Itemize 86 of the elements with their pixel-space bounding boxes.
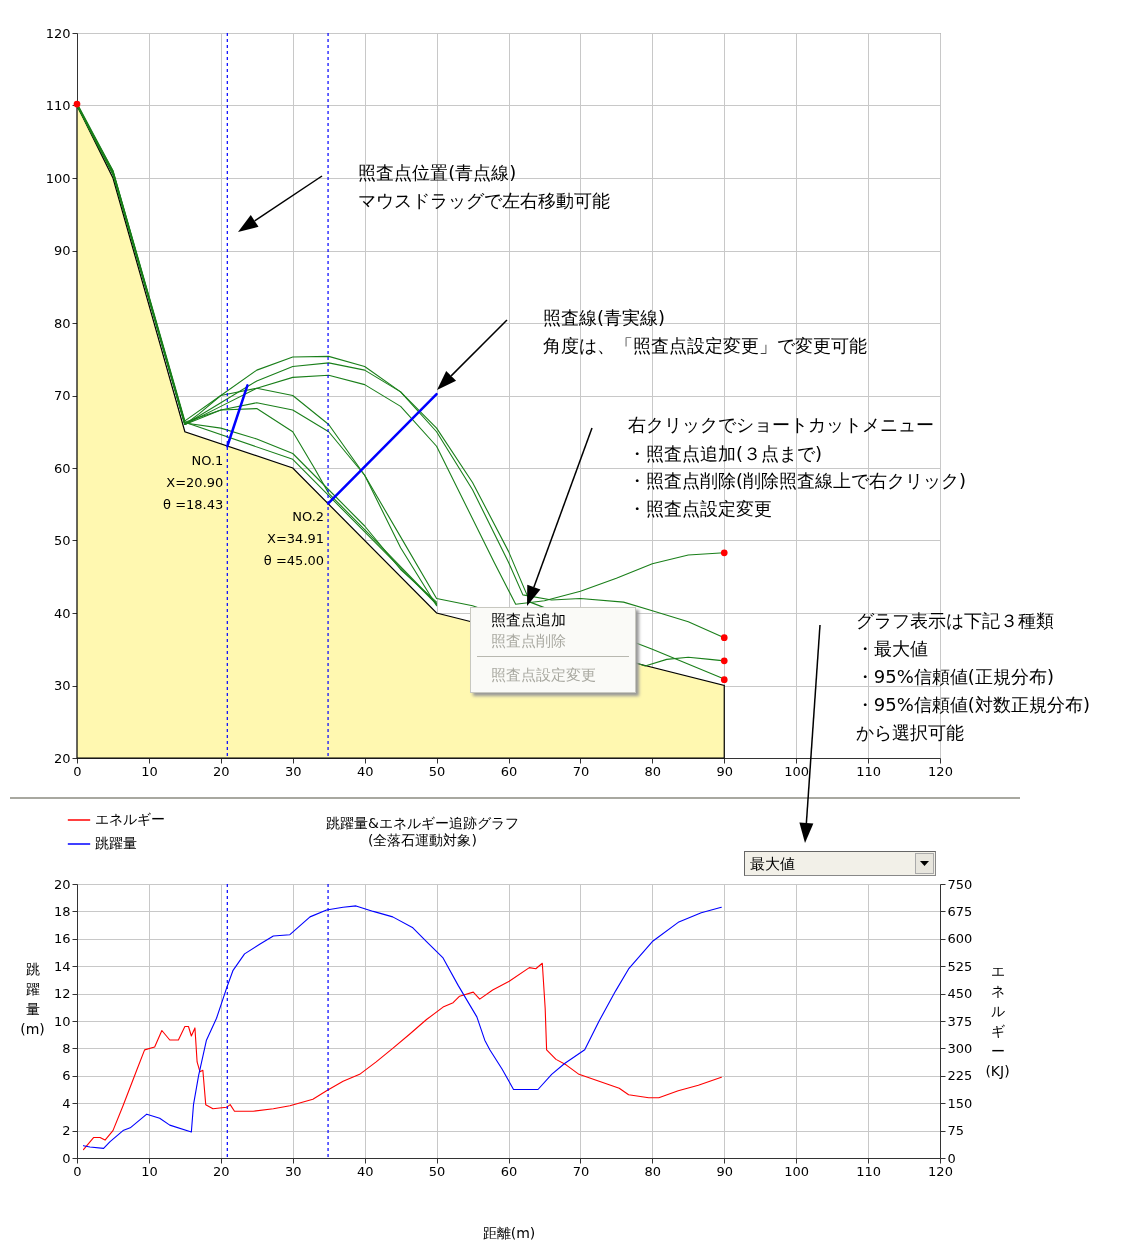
y-axis-title: 跳躍量(m) (20, 960, 45, 1037)
annotation: グラフ表示は下記３種類 (855, 610, 1054, 631)
y2-tick-label: 75 (947, 1123, 965, 1139)
annotation: ・照査点削除(削除照査線上で右クリック) (627, 470, 966, 492)
y2-tick-label: 450 (947, 986, 973, 1002)
y-tick-label: 20 (53, 750, 71, 766)
annotation: NO.2 X=34.91 θ =45.00 (263, 508, 325, 568)
y-tick-label: 110 (45, 98, 71, 113)
y2-tick-label: 525 (947, 958, 973, 974)
legend-label: エネルギー (95, 811, 165, 827)
x-tick-label: 10 (141, 763, 158, 779)
y-tick-label: 14 (53, 958, 71, 974)
legend-label: 跳躍量 (95, 835, 137, 851)
x-tick-label: 90 (716, 1163, 734, 1179)
x-tick-label: 110 (856, 763, 881, 779)
x-tick-label: 0 (73, 763, 82, 779)
y-tick-label: 40 (53, 605, 71, 621)
y2-tick-label: 675 (947, 903, 973, 919)
y2-tick-label: 600 (947, 931, 973, 947)
x-tick-label: 110 (856, 1163, 881, 1179)
x-tick-label: 70 (572, 1163, 590, 1179)
y-tick-label: 18 (53, 903, 71, 919)
y2-tick-label: 225 (947, 1068, 973, 1084)
x-tick-label: 50 (428, 763, 446, 779)
annotation: 角度は、「照査点設定変更」で変更可能 (543, 335, 868, 357)
y-tick-label: 20 (53, 876, 71, 892)
x-tick-label: 40 (356, 763, 374, 779)
annotation: 照査点削除 (491, 632, 566, 651)
x-tick-label: 40 (356, 1163, 374, 1179)
y2-tick-label: 300 (947, 1040, 973, 1056)
y-tick-label: 120 (45, 25, 71, 41)
annotation: 照査線(青実線) (543, 306, 666, 328)
y2-tick-label: 375 (947, 1013, 973, 1029)
annotation: ・照査点追加(３点まで) (627, 442, 822, 464)
annotation: マウスドラッグで左右移動可能 (358, 190, 611, 212)
y2-tick-label: 0 (947, 1150, 956, 1166)
y-tick-label: 0 (62, 1150, 71, 1166)
y-tick-label: 16 (53, 931, 71, 947)
x-tick-label: 60 (500, 1163, 518, 1179)
x-tick-label: 100 (784, 763, 810, 779)
y2-axis-title: エネルギー(KJ) (985, 962, 1010, 1079)
y-tick-label: 2 (62, 1123, 71, 1139)
annotation: 照査点追加 (491, 611, 566, 630)
x-tick-label: 120 (928, 763, 953, 779)
x-axis-title: 距離(m) (482, 1224, 536, 1241)
y-tick-label: 4 (62, 1095, 71, 1111)
x-tick-label: 20 (213, 763, 230, 779)
annotation: ・照査点設定変更 (627, 498, 772, 520)
annotation: ・最大値 (855, 638, 928, 660)
x-tick-label: 80 (644, 1163, 662, 1179)
y2-tick-label: 150 (947, 1095, 973, 1111)
x-tick-label: 60 (500, 763, 518, 779)
annotation: 右クリックでショートカットメニュー (627, 414, 934, 436)
x-tick-label: 20 (213, 1163, 230, 1179)
x-tick-label: 50 (428, 1163, 446, 1179)
y2-tick-label: 750 (947, 876, 973, 892)
x-tick-label: 30 (284, 763, 302, 779)
y-tick-label: 10 (53, 1013, 71, 1029)
annotation: 照査点設定変更 (491, 666, 596, 685)
x-tick-label: 80 (644, 763, 662, 779)
dropdown: 最大値 (744, 851, 936, 876)
x-tick-label: 100 (784, 1163, 810, 1179)
y-tick-label: 12 (53, 986, 71, 1002)
chart-title: 跳躍量&エネルギー追跡グラフ (326, 815, 519, 831)
y-tick-label: 50 (53, 533, 71, 548)
y-tick-label: 100 (45, 170, 71, 186)
annotation: から選択可能 (855, 722, 964, 744)
annotation: ・95%信頼値(対数正規分布) (855, 694, 1090, 716)
context-menu: 照査点追加 照査点削除 照査点設定変更 (470, 607, 636, 693)
x-tick-label: 0 (73, 1163, 82, 1179)
y-tick-label: 80 (53, 315, 71, 331)
x-tick-label: 30 (284, 1163, 302, 1179)
x-tick-label: 70 (572, 763, 590, 779)
y-tick-label: 8 (62, 1040, 71, 1056)
x-tick-label: 120 (928, 1163, 953, 1179)
chart-subtitle: (全落石運動対象) (368, 832, 477, 848)
annotation: 照査点位置(青点線) (358, 161, 517, 183)
y-tick-label: 70 (53, 388, 71, 403)
y-tick-label: 90 (53, 243, 71, 258)
x-tick-label: 10 (141, 1163, 158, 1179)
y-tick-label: 30 (53, 678, 71, 693)
x-tick-label: 90 (716, 763, 734, 779)
y-tick-label: 60 (53, 460, 71, 476)
y-tick-label: 6 (62, 1068, 71, 1084)
annotation: NO.1 X=20.90 θ =18.43 (163, 453, 224, 513)
annotation: ・95%信頼値(正規分布) (855, 665, 1054, 687)
